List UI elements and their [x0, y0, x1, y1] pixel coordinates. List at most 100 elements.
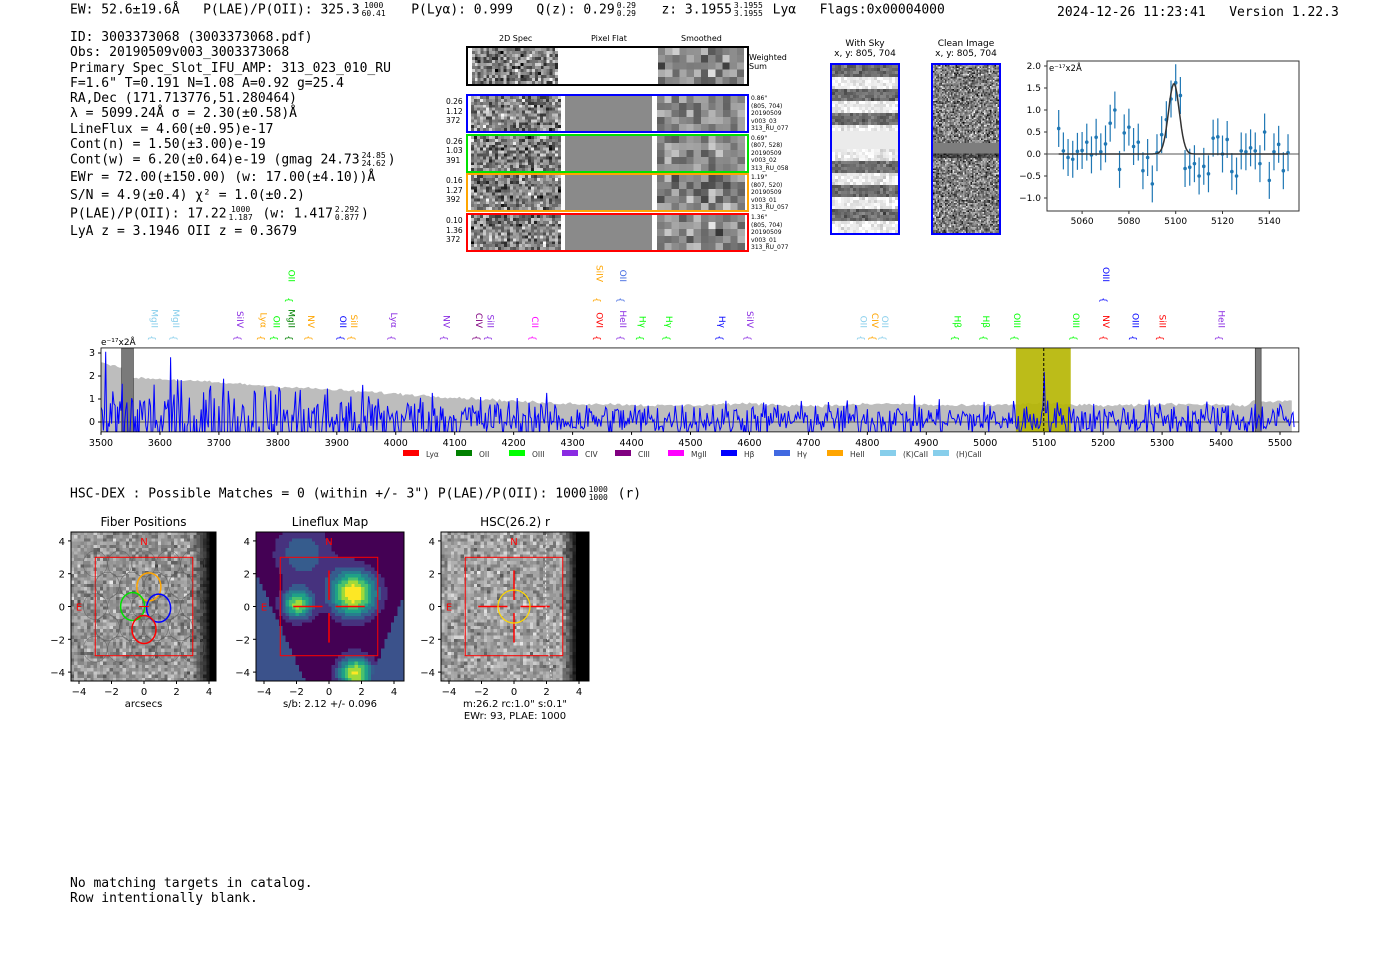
info-ewr: EWr = 72.00(±150.00) (w: 17.00(±4.10))Å — [70, 170, 376, 186]
panel-x-tick-label: 0 — [326, 687, 332, 698]
header-summary: EW: 52.6±19.6Å P(LAE)/P(OII): 325.3 1000 6… — [70, 2, 945, 18]
emission-line-bracket: { — [591, 297, 601, 303]
emission-line-label: Hγ — [716, 316, 726, 329]
info-lambda: λ = 5099.24Å σ = 2.30(±0.58)Å — [70, 106, 297, 122]
row-right-value: v003_01 — [751, 196, 777, 204]
emission-line-bracket: { — [661, 335, 671, 341]
fiber-outline — [131, 593, 157, 620]
fit-data-point — [1230, 169, 1234, 174]
fit-plot-frame — [1046, 60, 1300, 212]
info-lineflux: LineFlux = 4.60(±0.95)e-17 — [70, 121, 274, 137]
legend-swatch — [933, 450, 949, 456]
legend-label: (H)CaII — [956, 450, 982, 459]
compass-north: N — [510, 537, 517, 548]
emission-line-label: MgII — [285, 309, 295, 328]
x-tick-label: 3800 — [266, 438, 290, 449]
qz-hi: 0.29 — [616, 1, 636, 10]
emission-line-bracket: { — [526, 335, 536, 341]
contw-hi: 24.85 — [361, 151, 386, 161]
legend-swatch — [880, 450, 896, 456]
ws-label-1: Weighted — [749, 53, 787, 62]
emission-line-label: OIII — [1011, 313, 1021, 328]
fiber-outline — [143, 614, 169, 642]
compass-east: E — [76, 603, 82, 614]
cutout-sky-title: With Sky x, y: 805, 704 — [831, 39, 899, 59]
legend-label: (K)CaII — [903, 450, 928, 459]
fiber-outline — [156, 593, 181, 620]
cutout-clean-title: Clean Image x, y: 805, 704 — [922, 39, 1010, 59]
fit-data-point — [1234, 174, 1239, 178]
x-tick-label: 3500 — [89, 438, 113, 449]
flags-value: Flags:0x00004000 — [819, 2, 945, 18]
legend-label: CIV — [585, 450, 598, 459]
emission-line-label: SiIV — [594, 265, 604, 283]
cutout-clean-image — [933, 65, 999, 233]
y-tick-label: 0 — [89, 417, 95, 428]
info-id: ID: 3003373068 (3003373068.pdf) — [70, 30, 313, 45]
col-label-pixelflat: Pixel Flat — [591, 34, 627, 43]
legend-label: OIII — [532, 450, 545, 459]
version: Version 1.22.3 — [1229, 5, 1339, 20]
emission-line-bracket: { — [977, 335, 987, 341]
fiber-outline — [119, 571, 145, 599]
row-left-value: 392 — [446, 195, 461, 205]
panel-xlabel: arcsecs — [125, 699, 163, 710]
fit-data-point — [1117, 167, 1122, 172]
row-pixelflat — [565, 96, 652, 131]
panel-xlabel-2: EWr: 93, PLAE: 1000 — [464, 711, 566, 722]
legend-swatch — [827, 450, 843, 456]
panel-x-tick-label: −4 — [257, 687, 272, 698]
emission-line-label: HeII — [1216, 310, 1226, 328]
plae-w-lo: 0.877 — [334, 213, 360, 223]
panel-y-tick-label: −4 — [235, 668, 250, 679]
row-smoothed — [657, 96, 745, 131]
info-z: LyA z = 3.1946 OII z = 0.3679 — [70, 224, 297, 240]
legend-label: Hγ — [797, 450, 808, 459]
fiber-outline — [82, 635, 108, 663]
row-right-value: 313_RU_077 — [751, 125, 789, 132]
plae-end: ) — [361, 206, 369, 222]
row-right-value: (805, 704) — [751, 221, 783, 229]
info-radec: RA,Dec (171.713776,51.280464) — [70, 91, 297, 107]
x-tick-label: 4300 — [561, 438, 585, 449]
panel-y-tick-label: −2 — [420, 635, 435, 646]
panel-title: Lineflux Map — [292, 515, 368, 529]
fit-gaussian — [1058, 83, 1288, 155]
emission-line-bracket: { — [615, 297, 625, 303]
emission-line-label: SiII — [1157, 314, 1167, 328]
fiber-outline — [180, 593, 206, 620]
panel-x-tick-label: 2 — [543, 687, 549, 698]
emission-line-bracket: { — [167, 335, 177, 341]
emission-line-bracket: { — [634, 335, 644, 341]
panel-y-tick-label: −2 — [50, 635, 65, 646]
z-hi: 3.1955 — [733, 1, 763, 10]
plae2-hi: 1000 — [230, 205, 251, 215]
emission-line-label: OVI — [594, 312, 604, 328]
info-primary: Primary Spec_Slot_IFU_AMP: 313_023_010_R… — [70, 60, 391, 76]
hsc-aperture — [497, 589, 531, 624]
emission-line-bracket: { — [345, 335, 355, 341]
emission-line-bracket: { — [1098, 297, 1108, 303]
spectrum-frame — [100, 347, 1300, 433]
fit-x-tick-label: 5120 — [1211, 217, 1234, 227]
emission-line-bracket: { — [876, 335, 886, 341]
row-left-value: 1.03 — [446, 146, 463, 156]
fit-data-point — [1258, 161, 1262, 166]
row-left-labels: 0.26 1.03 391 — [446, 137, 463, 166]
emission-line-label: OII — [337, 316, 347, 328]
x-tick-label: 3600 — [148, 438, 172, 449]
emission-line-label: Hγ — [637, 316, 647, 329]
plae-hi: 1000 — [364, 1, 384, 10]
fiber-outline — [82, 593, 108, 620]
emission-line-label: SiII — [485, 314, 495, 328]
row-right-value: (807, 520) — [751, 181, 783, 189]
fit-data-point — [1197, 174, 1201, 178]
x-tick-label: 4700 — [796, 438, 820, 449]
legend-swatch — [668, 450, 684, 456]
row-right-labels: 0.86" (805, 704) 20190509 v003_03 313_RU_077 — [751, 95, 788, 133]
plae2-lo: 1.187 — [228, 213, 253, 223]
legend-label: HeII — [850, 450, 865, 459]
row-smoothed — [657, 135, 745, 171]
